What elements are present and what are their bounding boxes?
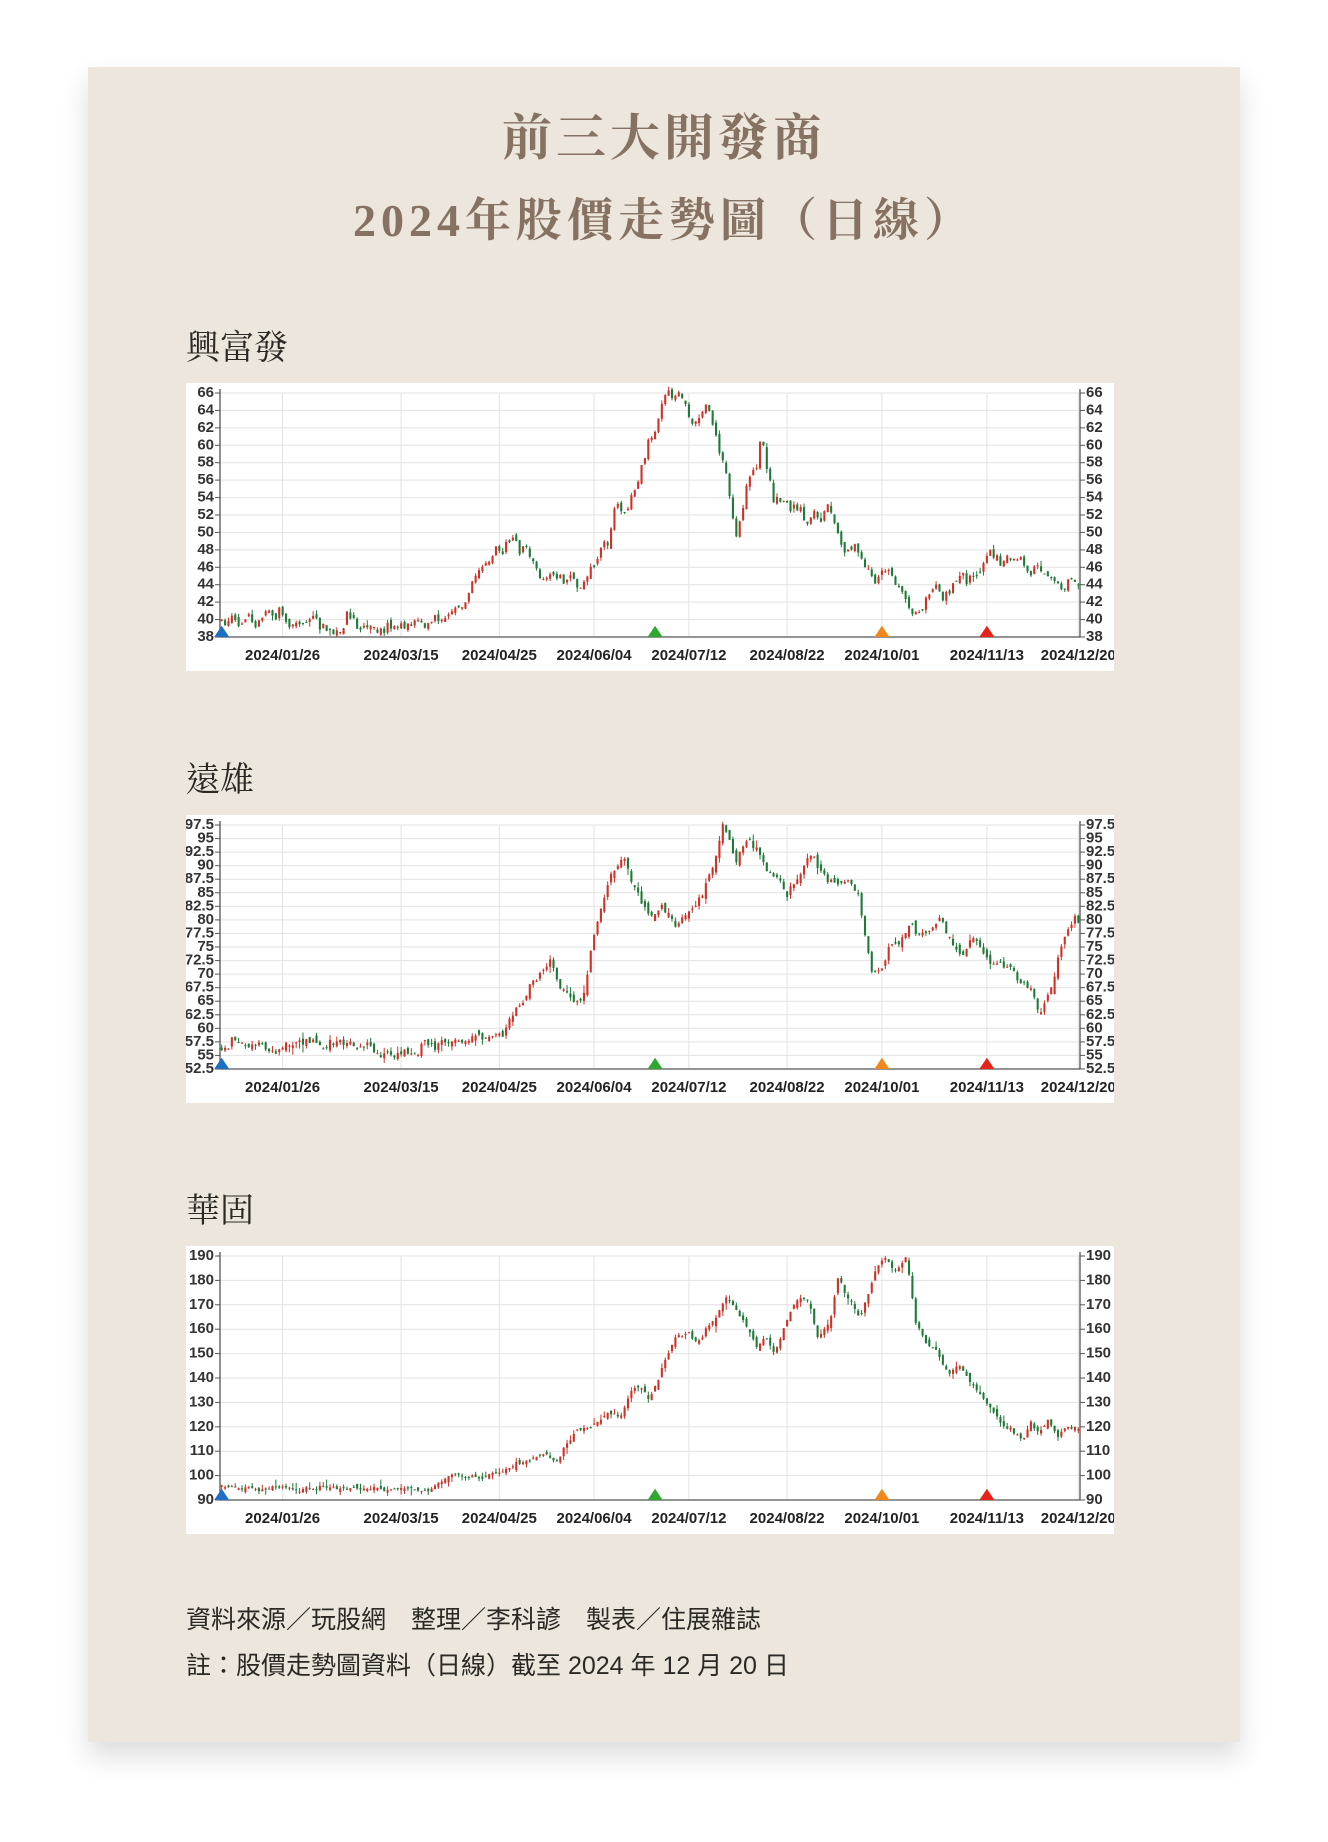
svg-text:44: 44 — [197, 576, 214, 593]
svg-text:140: 140 — [1086, 1369, 1111, 1386]
svg-text:2024/08/22: 2024/08/22 — [750, 1079, 825, 1096]
svg-text:2024/06/04: 2024/06/04 — [557, 1079, 633, 1096]
svg-text:52: 52 — [1086, 506, 1103, 523]
svg-text:160: 160 — [189, 1320, 214, 1337]
svg-text:2024/03/15: 2024/03/15 — [364, 1510, 439, 1527]
svg-text:97.5: 97.5 — [1086, 816, 1114, 833]
svg-text:58: 58 — [1086, 454, 1103, 471]
svg-text:2024/04/25: 2024/04/25 — [462, 1079, 537, 1096]
svg-text:64: 64 — [1086, 401, 1103, 418]
svg-text:2024/10/01: 2024/10/01 — [844, 1510, 919, 1527]
svg-text:40: 40 — [1086, 611, 1103, 628]
svg-text:2024/03/15: 2024/03/15 — [364, 1079, 439, 1096]
svg-text:2024/08/22: 2024/08/22 — [750, 647, 825, 664]
svg-text:140: 140 — [189, 1369, 214, 1386]
svg-text:90: 90 — [1086, 1491, 1103, 1508]
svg-text:2024/03/15: 2024/03/15 — [364, 647, 439, 664]
svg-text:42: 42 — [1086, 593, 1103, 610]
svg-text:97.5: 97.5 — [186, 816, 214, 833]
svg-text:2024/06/04: 2024/06/04 — [557, 647, 633, 664]
svg-text:60: 60 — [197, 436, 214, 453]
svg-text:100: 100 — [189, 1467, 214, 1484]
svg-text:2024/01/26: 2024/01/26 — [245, 647, 320, 664]
svg-text:2024/07/12: 2024/07/12 — [651, 1079, 726, 1096]
svg-text:160: 160 — [1086, 1320, 1111, 1337]
svg-text:50: 50 — [197, 523, 214, 540]
svg-text:190: 190 — [1086, 1247, 1111, 1264]
svg-text:120: 120 — [1086, 1418, 1111, 1435]
svg-text:2024/11/13: 2024/11/13 — [950, 1079, 1024, 1096]
svg-text:2024/12/20: 2024/12/20 — [1041, 1510, 1114, 1527]
svg-text:48: 48 — [1086, 541, 1103, 558]
svg-text:110: 110 — [1086, 1442, 1110, 1459]
svg-text:170: 170 — [189, 1296, 214, 1313]
svg-text:100: 100 — [1086, 1467, 1111, 1484]
svg-text:50: 50 — [1086, 523, 1103, 540]
svg-text:2024/01/26: 2024/01/26 — [245, 1510, 320, 1527]
svg-text:2024/07/12: 2024/07/12 — [651, 1510, 726, 1527]
svg-text:180: 180 — [1086, 1271, 1111, 1288]
svg-text:150: 150 — [189, 1345, 214, 1362]
svg-text:46: 46 — [1086, 558, 1103, 575]
svg-text:190: 190 — [189, 1247, 214, 1264]
svg-text:90: 90 — [197, 1491, 214, 1508]
svg-text:52: 52 — [197, 506, 214, 523]
svg-text:150: 150 — [1086, 1345, 1111, 1362]
svg-text:38: 38 — [1086, 628, 1103, 645]
svg-text:2024/10/01: 2024/10/01 — [844, 1079, 919, 1096]
svg-text:60: 60 — [1086, 436, 1103, 453]
svg-text:64: 64 — [197, 401, 214, 418]
svg-text:2024/04/25: 2024/04/25 — [462, 647, 537, 664]
svg-text:2024/11/13: 2024/11/13 — [950, 1510, 1024, 1527]
svg-text:56: 56 — [1086, 471, 1103, 488]
svg-text:2024/12/20: 2024/12/20 — [1041, 1079, 1114, 1096]
svg-text:2024/11/13: 2024/11/13 — [950, 647, 1024, 664]
svg-text:44: 44 — [1086, 576, 1103, 593]
svg-text:40: 40 — [197, 611, 214, 628]
svg-text:42: 42 — [197, 593, 214, 610]
svg-text:48: 48 — [197, 541, 214, 558]
svg-text:2024/04/25: 2024/04/25 — [462, 1510, 537, 1527]
svg-text:110: 110 — [190, 1442, 214, 1459]
svg-text:130: 130 — [1086, 1393, 1111, 1410]
svg-text:2024/06/04: 2024/06/04 — [557, 1510, 633, 1527]
svg-text:2024/07/12: 2024/07/12 — [651, 647, 726, 664]
svg-text:2024/10/01: 2024/10/01 — [844, 647, 919, 664]
svg-text:62: 62 — [197, 419, 214, 436]
svg-text:180: 180 — [189, 1271, 214, 1288]
svg-text:66: 66 — [1086, 384, 1103, 401]
svg-text:58: 58 — [197, 454, 214, 471]
svg-text:62: 62 — [1086, 419, 1103, 436]
svg-text:66: 66 — [197, 384, 214, 401]
svg-text:120: 120 — [189, 1418, 214, 1435]
svg-text:38: 38 — [197, 628, 214, 645]
svg-text:2024/08/22: 2024/08/22 — [750, 1510, 825, 1527]
svg-text:56: 56 — [197, 471, 214, 488]
svg-text:170: 170 — [1086, 1296, 1111, 1313]
svg-text:54: 54 — [197, 489, 214, 506]
svg-text:130: 130 — [189, 1393, 214, 1410]
svg-text:2024/01/26: 2024/01/26 — [245, 1079, 320, 1096]
svg-text:54: 54 — [1086, 489, 1103, 506]
svg-text:46: 46 — [197, 558, 214, 575]
svg-text:2024/12/20: 2024/12/20 — [1041, 647, 1114, 664]
